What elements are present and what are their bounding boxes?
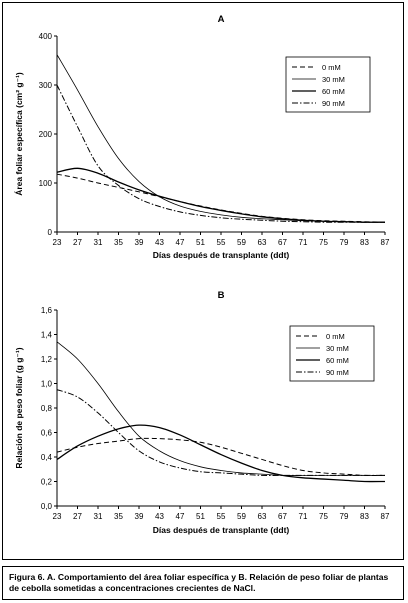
y-tick-label: 0,8: [41, 404, 53, 413]
x-tick-label: 35: [114, 238, 123, 247]
x-tick-label: 23: [53, 238, 62, 247]
x-tick-label: 59: [237, 512, 246, 521]
x-tick-label: 83: [360, 512, 369, 521]
figure-caption: Figura 6. A. Comportamiento del área fol…: [2, 566, 404, 600]
y-tick-label: 300: [39, 81, 53, 90]
legend-label: 0 mM: [326, 332, 345, 341]
y-tick-label: 0,0: [41, 502, 53, 511]
x-tick-label: 79: [340, 512, 349, 521]
x-tick-label: 31: [94, 238, 103, 247]
legend-label: 60 mM: [326, 356, 349, 365]
series-line-60mm: [56, 167, 386, 223]
series-line-60mm: [56, 424, 386, 483]
figure-frame: [2, 2, 404, 560]
panel-letter: B: [218, 290, 225, 301]
x-tick-label: 67: [278, 512, 287, 521]
chart-b: B 0,0 0,2 0,4 0,6 0,8 1,0 1,2 1,4 1,6 23 27 31 35 39 43…: [14, 290, 390, 535]
legend-label: 90 mM: [322, 99, 345, 108]
x-tick-label: 87: [381, 512, 390, 521]
x-tick-label: 23: [53, 512, 62, 521]
x-tick-label: 79: [340, 238, 349, 247]
legend: 0 mM 30 mM 60 mM 90 mM: [289, 325, 375, 382]
x-axis-label: Días después de transplante (ddt): [153, 250, 290, 260]
y-tick-label: 200: [39, 130, 53, 139]
x-tick-label: 55: [217, 512, 226, 521]
legend-label: 0 mM: [322, 63, 341, 72]
x-tick-label: 43: [155, 512, 164, 521]
caption-text: Figura 6. A. Comportamiento del área fol…: [9, 572, 389, 593]
x-tick-label: 83: [360, 238, 369, 247]
y-axis-label: Relación de peso foliar (g g⁻¹): [14, 347, 24, 468]
x-tick-label: 39: [135, 512, 144, 521]
y-tick-label: 1,2: [41, 355, 53, 364]
series-line-90mm: [56, 84, 385, 223]
y-tick-label: 100: [39, 179, 53, 188]
series-line-0mm: [56, 437, 386, 476]
y-tick-label: 1,4: [41, 331, 53, 340]
series-line-30mm: [56, 341, 385, 476]
legend-label: 30 mM: [326, 344, 349, 353]
x-tick-label: 63: [258, 512, 267, 521]
legend-label: 90 mM: [326, 368, 349, 377]
x-tick-label: 47: [176, 512, 185, 521]
x-tick-label: 27: [73, 238, 82, 247]
x-tick-label: 47: [176, 238, 185, 247]
x-tick-label: 87: [381, 238, 390, 247]
y-tick-label: 1,0: [41, 380, 53, 389]
x-tick-label: 43: [155, 238, 164, 247]
legend: 0 mM 30 mM 60 mM 90 mM: [285, 56, 371, 113]
x-tick-label: 51: [196, 238, 205, 247]
x-tick-label: 71: [299, 512, 308, 521]
x-tick-label: 35: [114, 512, 123, 521]
x-tick-label: 71: [299, 238, 308, 247]
series-line-90mm: [56, 389, 385, 476]
series-line-0mm: [56, 173, 386, 223]
figure-charts: A 0 100 200 300 400 23 27 31 35 39 43 47 51 55 59 63 67 71…: [14, 14, 390, 535]
x-tick-label: 67: [278, 238, 287, 247]
chart-a: A 0 100 200 300 400 23 27 31 35 39 43 47 51 55 59 63 67 71…: [14, 14, 390, 260]
x-tick-label: 55: [217, 238, 226, 247]
y-tick-label: 0,4: [41, 453, 53, 462]
legend-label: 30 mM: [322, 75, 345, 84]
x-tick-label: 27: [73, 512, 82, 521]
x-tick-label: 39: [135, 238, 144, 247]
x-tick-label: 51: [196, 512, 205, 521]
y-tick-label: 0,2: [41, 478, 53, 487]
legend-label: 60 mM: [322, 87, 345, 96]
x-tick-label: 31: [94, 512, 103, 521]
y-axis-label: Área foliar específica (cm² g⁻¹): [14, 72, 24, 196]
x-tick-label: 75: [319, 238, 328, 247]
y-tick-label: 1,6: [41, 306, 53, 315]
y-tick-label: 0,6: [41, 429, 53, 438]
x-tick-label: 75: [319, 512, 328, 521]
x-tick-label: 59: [237, 238, 246, 247]
x-axis-label: Días después de transplante (ddt): [153, 525, 290, 535]
y-tick-label: 0: [48, 228, 53, 237]
x-tick-label: 63: [258, 238, 267, 247]
panel-letter: A: [218, 14, 225, 25]
y-tick-label: 400: [39, 32, 53, 41]
